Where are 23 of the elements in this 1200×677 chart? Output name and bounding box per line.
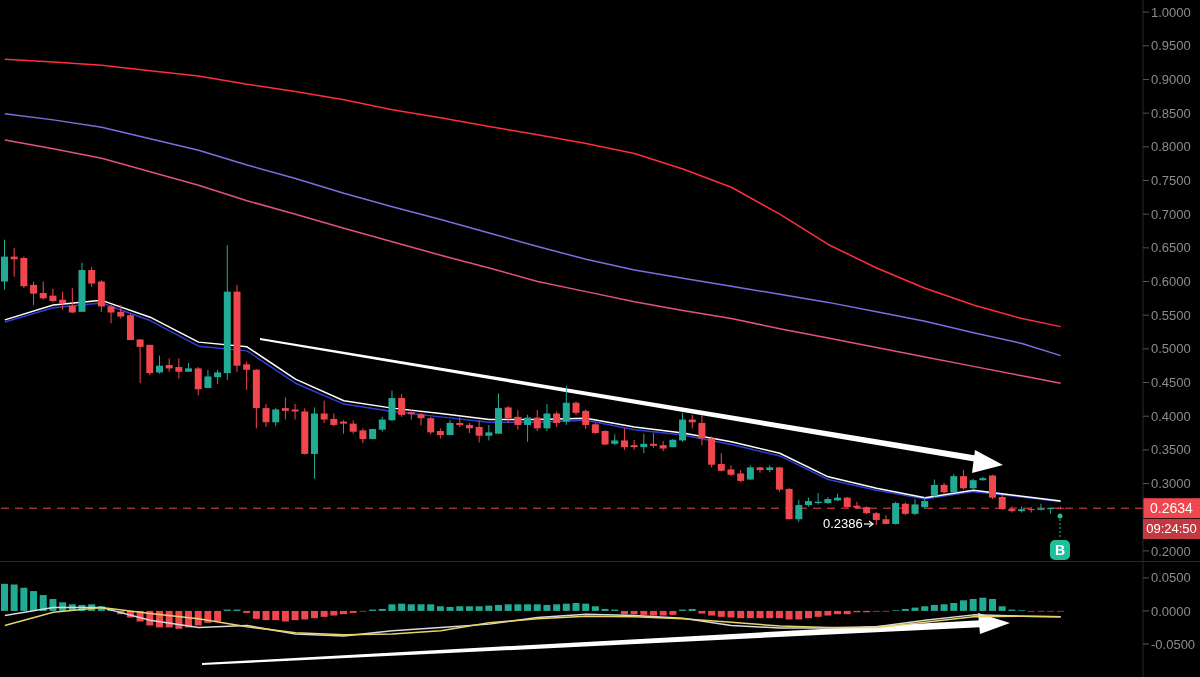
y-tick-label: 0.4000 [1151, 408, 1191, 424]
y-tick-label: -0.0500 [1151, 636, 1196, 652]
y-tick-label: 0.5500 [1151, 307, 1191, 323]
annotation: 0.2386 [823, 516, 863, 531]
y-tick-label: 0.7000 [1151, 206, 1191, 222]
y-tick-label: 1.0000 [1151, 4, 1191, 20]
y-tick-label: 0.9000 [1151, 72, 1191, 88]
y-tick-label: 0.0000 [1151, 603, 1191, 619]
y-tick-label: 0.3000 [1151, 476, 1191, 492]
ref-line-label: 0.2634 [1150, 500, 1194, 517]
y-tick-label: 0.7500 [1151, 173, 1191, 189]
y-tick-label: 0.8000 [1151, 139, 1191, 155]
y-tick-label: 0.2000 [1151, 543, 1191, 559]
y-tick-label: 0.5000 [1151, 341, 1191, 357]
y-tick-label: 0.6000 [1151, 274, 1191, 290]
y-tick-label: 0.9500 [1151, 38, 1191, 54]
y-tick-label: 0.8500 [1151, 105, 1191, 121]
y-tick-label: 0.3500 [1151, 442, 1191, 458]
annotation: B [1050, 540, 1070, 560]
y-tick-label: 0.0500 [1151, 570, 1191, 586]
y-tick-label: 0.4500 [1151, 375, 1191, 391]
text: 09:24:50 [1143, 519, 1200, 539]
y-tick-label: 0.6500 [1151, 240, 1191, 256]
